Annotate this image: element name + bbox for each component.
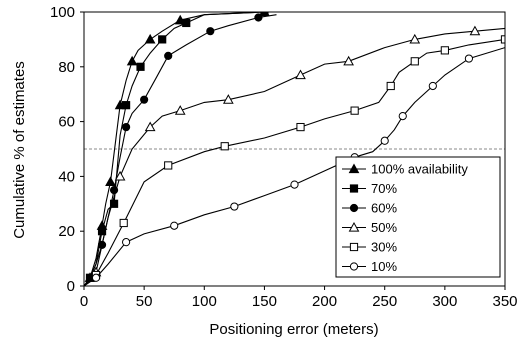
x-tick-label: 300 bbox=[432, 293, 457, 310]
data-point bbox=[386, 81, 395, 91]
data-point bbox=[296, 122, 305, 132]
data-point bbox=[164, 51, 173, 60]
series-6 bbox=[84, 47, 505, 286]
data-point bbox=[170, 221, 179, 230]
data-point bbox=[114, 170, 126, 181]
data-point bbox=[343, 55, 354, 66]
series-5 bbox=[84, 35, 505, 286]
data-point bbox=[158, 35, 167, 44]
legend-item: 100% availability bbox=[342, 162, 468, 177]
legend-marker bbox=[348, 163, 360, 174]
series-line bbox=[84, 12, 349, 286]
legend-label: 30% bbox=[371, 240, 397, 255]
legend-box bbox=[335, 156, 501, 278]
data-point bbox=[350, 106, 359, 115]
legend-item: 70% bbox=[342, 181, 397, 196]
data-point bbox=[428, 81, 437, 91]
data-point bbox=[174, 105, 186, 115]
legend-item: 30% bbox=[342, 240, 397, 255]
data-point bbox=[97, 227, 107, 236]
data-point bbox=[122, 238, 131, 247]
data-point bbox=[136, 62, 145, 71]
data-point bbox=[410, 57, 419, 66]
x-tick-label: 150 bbox=[252, 293, 277, 310]
legend-item: 50% bbox=[342, 220, 397, 235]
y-tick-label: 20 bbox=[58, 223, 75, 240]
axes: 0 50 100 150 200 250 300 350 0 20 40 60 80 100 bbox=[50, 4, 518, 310]
series-line bbox=[84, 14, 277, 286]
x-tick-label: 200 bbox=[312, 293, 337, 310]
data-point bbox=[144, 121, 156, 132]
data-point bbox=[144, 33, 156, 44]
legend-label: 100% availability bbox=[371, 162, 468, 177]
legend-marker bbox=[349, 242, 359, 252]
y-tick-label: 60 bbox=[58, 114, 75, 131]
legend-label: 10% bbox=[371, 259, 397, 274]
plot-frame bbox=[83, 11, 506, 287]
legend-label: 60% bbox=[371, 201, 397, 216]
series-group bbox=[84, 12, 505, 286]
x-tick-label: 250 bbox=[372, 293, 397, 310]
series-line bbox=[84, 47, 505, 286]
data-point bbox=[469, 25, 481, 36]
series-3 bbox=[84, 13, 277, 286]
data-point bbox=[398, 112, 407, 121]
legend-item: 10% bbox=[342, 259, 397, 274]
plot-area bbox=[84, 12, 505, 286]
data-point bbox=[409, 33, 421, 44]
y-tick-label: 100 bbox=[50, 4, 75, 21]
x-tick-label: 100 bbox=[192, 293, 217, 310]
data-point bbox=[140, 95, 149, 104]
legend-label: 70% bbox=[371, 181, 397, 196]
legend-label: 50% bbox=[371, 220, 397, 235]
data-point bbox=[260, 12, 269, 17]
legend-marker bbox=[349, 203, 359, 213]
data-point bbox=[122, 122, 131, 132]
y-tick-label: 80 bbox=[58, 59, 75, 76]
x-tick-label: 0 bbox=[80, 293, 88, 310]
legend-marker bbox=[348, 221, 360, 232]
series-2 bbox=[84, 12, 269, 286]
legend: 100% availability 70% 60% 50% 30% 10% bbox=[335, 156, 501, 278]
data-point bbox=[105, 176, 116, 186]
series-4 bbox=[84, 25, 505, 286]
data-point bbox=[109, 199, 119, 208]
y-axis-label: Cumulative % of estimates bbox=[11, 61, 28, 239]
data-point bbox=[122, 101, 131, 110]
data-point bbox=[222, 94, 234, 104]
y-tick-label: 0 bbox=[67, 278, 75, 295]
data-point bbox=[464, 54, 474, 63]
y-tick-label: 40 bbox=[58, 168, 75, 185]
data-point bbox=[126, 55, 138, 66]
series-line bbox=[84, 12, 265, 286]
x-tick-label: 350 bbox=[492, 293, 517, 310]
legend-marker bbox=[349, 262, 359, 271]
data-point bbox=[164, 161, 173, 170]
data-point bbox=[119, 218, 128, 228]
x-axis-label: Positioning error (meters) bbox=[209, 321, 378, 338]
series-line bbox=[84, 38, 505, 286]
data-point bbox=[295, 69, 306, 80]
data-point bbox=[440, 46, 449, 55]
data-point bbox=[230, 202, 239, 211]
legend-marker bbox=[349, 184, 359, 193]
data-point bbox=[290, 180, 299, 189]
data-point bbox=[206, 27, 215, 36]
data-point bbox=[182, 18, 191, 28]
data-point bbox=[91, 273, 101, 282]
data-point bbox=[380, 136, 389, 145]
x-tick-label: 50 bbox=[136, 293, 153, 310]
legend-item: 60% bbox=[342, 201, 397, 216]
data-point bbox=[254, 13, 263, 22]
data-point bbox=[220, 142, 229, 151]
